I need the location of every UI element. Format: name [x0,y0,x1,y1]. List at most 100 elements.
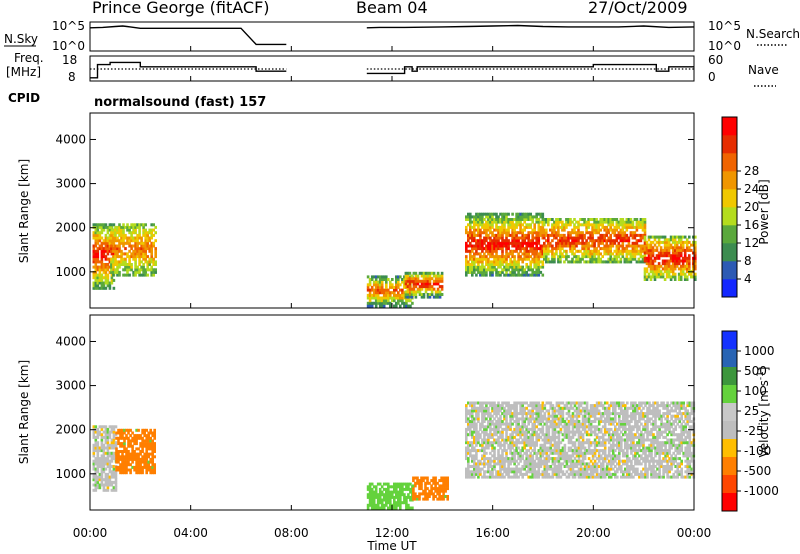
heatmap-cell [541,409,545,413]
heatmap-cell [135,439,138,443]
heatmap-cell [469,231,472,235]
heatmap-cell [543,247,546,251]
heatmap-cell [591,409,595,413]
heatmap-cell [139,450,142,453]
heatmap-cell [547,467,551,471]
heatmap-cell [112,249,115,253]
heatmap-cell [535,412,538,416]
y-tick-label: 4000 [55,132,86,146]
heatmap-cell [141,465,144,469]
heatmap-cell [485,462,488,466]
heatmap-cell [525,433,528,437]
heatmap-cell [581,467,585,471]
heatmap-cell [623,247,627,251]
heatmap-cell [647,235,651,239]
heatmap-cell [579,425,583,429]
heatmap-cell [685,238,689,242]
heatmap-cell [583,462,587,466]
heatmap-cell [473,454,476,458]
heatmap-cell [115,450,118,453]
heatmap-cell [551,244,554,248]
heatmap-cell [517,247,520,251]
heatmap-cell [489,215,492,219]
heatmap-cell [424,492,427,496]
heatmap-cell [499,233,502,237]
heatmap-cell [145,444,148,448]
heatmap-cell [497,459,500,463]
heatmap-cell [537,241,541,245]
heatmap-cell [571,472,575,476]
heatmap-cell [607,406,611,410]
heatmap-cell [517,457,520,461]
heatmap-cell [591,231,594,235]
heatmap-cell [430,287,434,291]
heatmap-cell [152,270,155,274]
heatmap-cell [391,485,394,489]
heatmap-cell [428,274,432,278]
heatmap-cell [148,239,151,243]
heatmap-cell [551,255,554,259]
heatmap-cell [495,215,498,219]
heatmap-cell [561,472,565,476]
heatmap-cell [393,285,396,289]
heatmap-cell [563,446,567,450]
heatmap-cell [609,465,613,468]
heatmap-cell [649,235,653,239]
heatmap-cell [581,257,584,261]
heatmap-cell [601,451,605,455]
heatmap-cell [117,455,120,459]
heatmap-cell [563,435,567,439]
heatmap-cell [495,223,498,227]
heatmap-cell [523,239,526,243]
heatmap-cell [581,472,585,476]
heatmap-cell [593,467,597,471]
heatmap-cell [116,228,119,232]
heatmap-cell [483,449,486,453]
heatmap-cell [479,435,482,439]
heatmap-cell [475,425,478,429]
heatmap-cell [440,487,443,491]
heatmap-cell [577,435,581,439]
nsky-series [89,24,695,46]
heatmap-cell [692,243,695,247]
heatmap-cell [645,259,649,263]
heatmap-cell [395,490,398,494]
heatmap-cell [527,255,530,259]
heatmap-cell [366,283,370,287]
heatmap-cell [389,291,392,295]
heatmap-cell [144,228,147,232]
heatmap-cell [617,236,621,240]
heatmap-cell [122,241,125,245]
heatmap-cell [567,220,570,224]
heatmap-cell [517,215,520,219]
heatmap-cell [380,493,384,497]
heatmap-cell [420,484,423,488]
heatmap-cell [467,236,470,240]
heatmap-cell [605,247,608,251]
heatmap-cell [473,257,476,261]
heatmap-cell [541,404,545,408]
heatmap-cell [505,441,508,445]
heatmap-cell [543,435,547,439]
heatmap-cell [553,228,556,232]
heatmap-cell [601,236,604,240]
heatmap-cell [549,406,553,410]
heatmap-cell [374,301,378,305]
heatmap-cell [553,425,557,429]
heatmap-cell [569,417,573,421]
heatmap-cell [143,452,146,456]
heatmap-cell [531,220,534,224]
heatmap-cell [112,441,116,445]
heatmap-cell [681,264,685,268]
heatmap-cell [577,457,581,461]
heatmap-cell [559,422,563,426]
heatmap-cell [507,427,510,431]
heatmap-cell [499,228,502,232]
heatmap-cell [499,454,502,458]
heatmap-cell [549,260,552,264]
heatmap-cell [94,278,98,282]
heatmap-cell [102,478,106,482]
heatmap-cell [489,425,492,429]
heatmap-cell [585,441,589,445]
heatmap-cell [585,465,589,468]
